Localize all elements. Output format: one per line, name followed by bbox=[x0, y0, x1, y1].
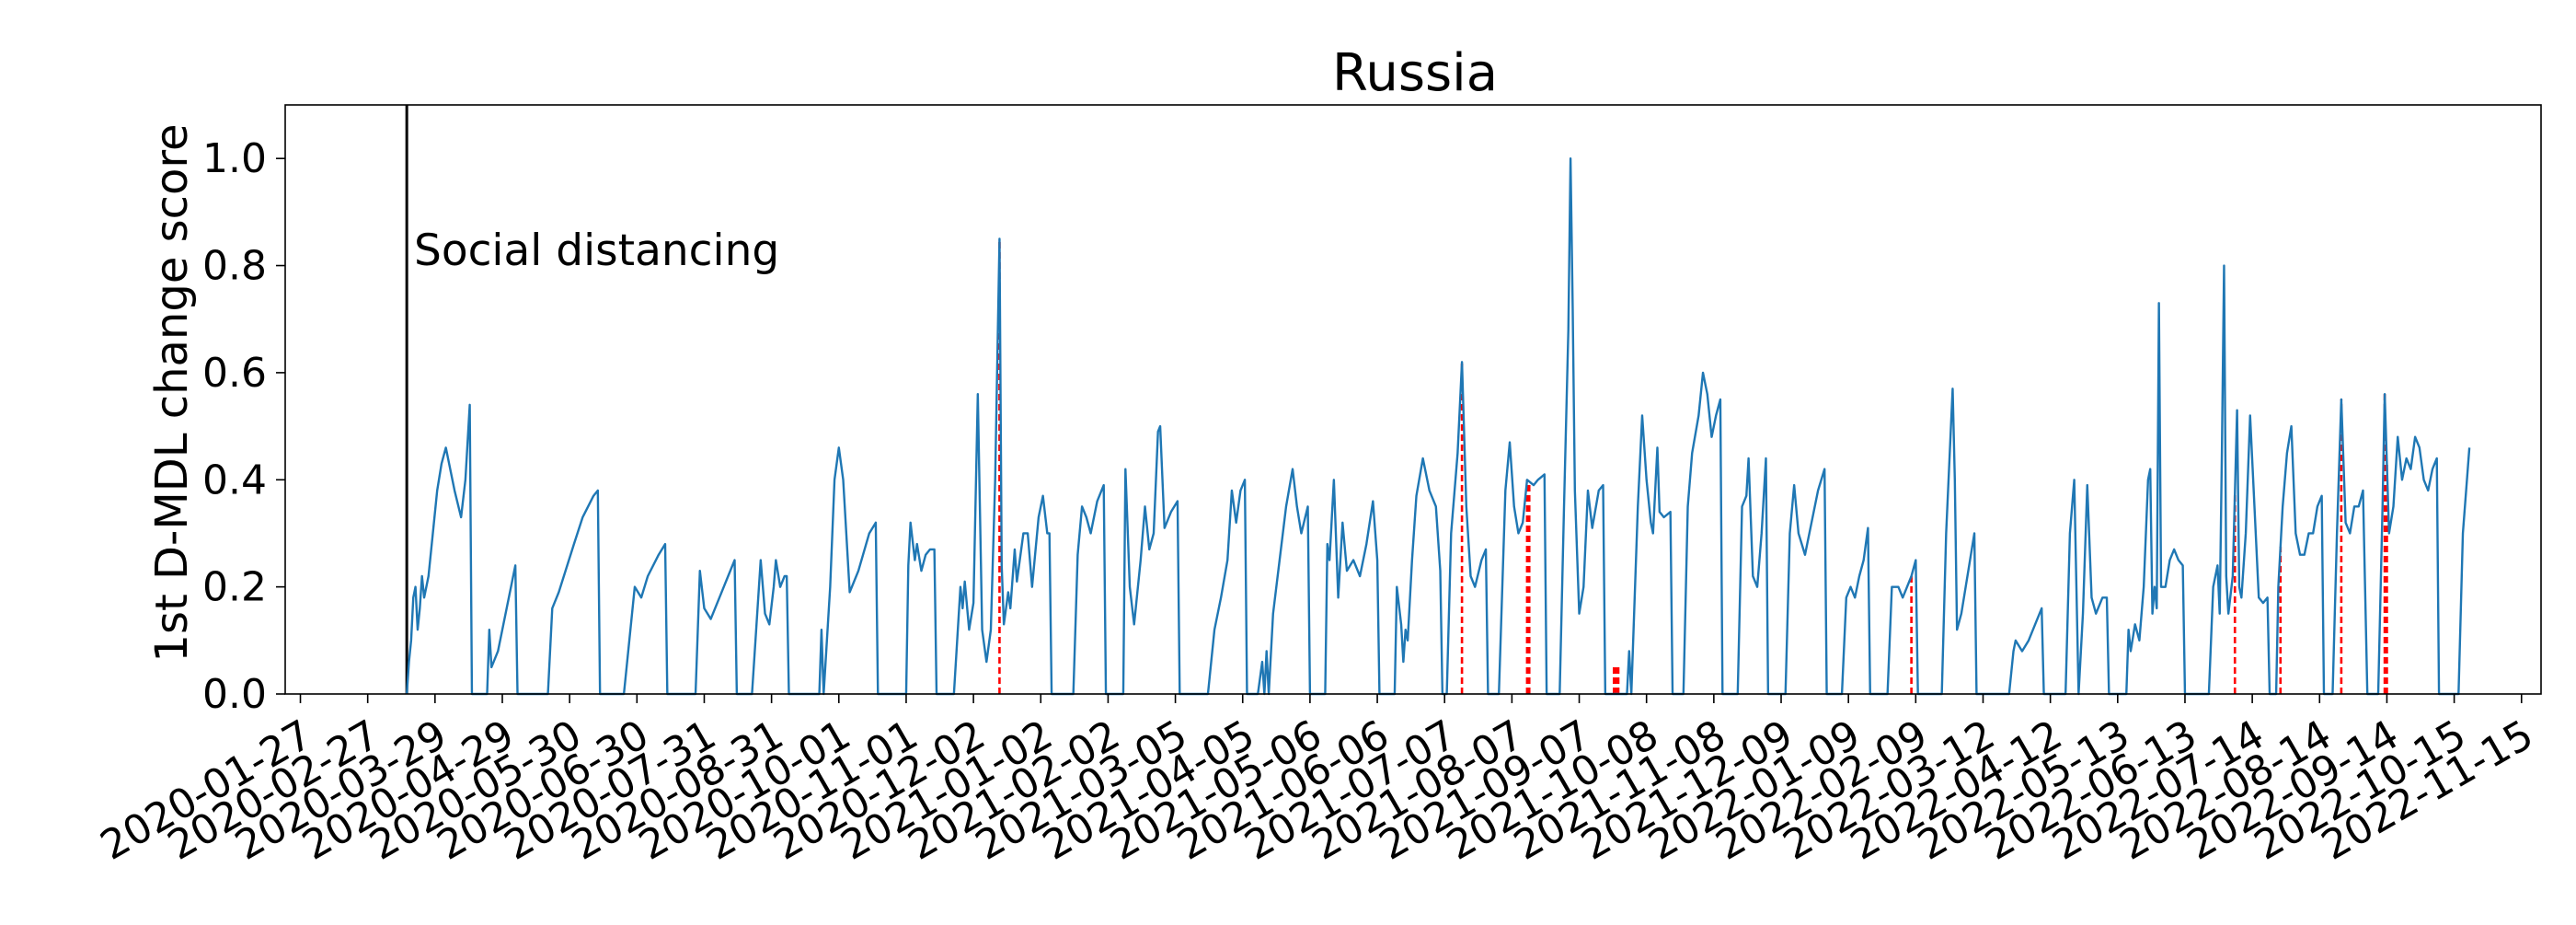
y-tick-label: 0.4 bbox=[202, 457, 267, 503]
y-tick-label: 0.2 bbox=[202, 564, 267, 611]
y-tick-label: 0.8 bbox=[202, 243, 267, 290]
y-tick-label: 1.0 bbox=[202, 135, 267, 182]
y-tick-label: 0.0 bbox=[202, 671, 267, 718]
y-axis-label: 1st D-MDL change score bbox=[146, 123, 198, 662]
event-annotation: Social distancing bbox=[414, 225, 779, 276]
chart-title: Russia bbox=[1332, 43, 1498, 103]
plot-area bbox=[405, 105, 2471, 696]
y-tick-label: 0.6 bbox=[202, 350, 267, 397]
y-axis: 0.0 0.2 0.4 0.6 0.8 1.0 bbox=[202, 135, 285, 718]
series-line bbox=[405, 156, 2471, 696]
x-axis: 2020-01-272020-02-272020-03-292020-04-29… bbox=[93, 694, 2541, 870]
plot-frame bbox=[284, 104, 2542, 695]
